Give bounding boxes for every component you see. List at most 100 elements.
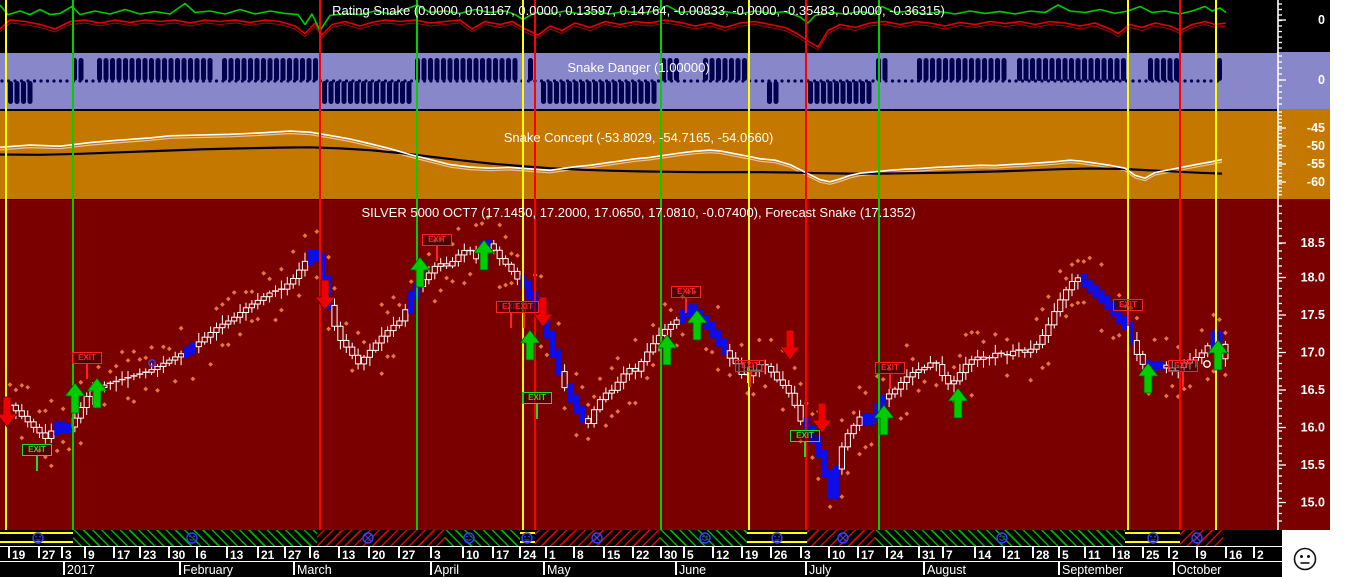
danger-bar-down: [651, 81, 657, 104]
date-label: 3: [434, 548, 441, 562]
candle: [24, 415, 31, 423]
candle: [201, 336, 208, 343]
snake-bar: [821, 450, 828, 478]
danger-bar-up: [876, 58, 881, 81]
date-label: 26: [774, 548, 788, 562]
danger-bar-up: [428, 58, 433, 81]
trend-segment-flat: [747, 530, 807, 546]
candle: [496, 249, 503, 260]
danger-bar-down: [586, 81, 592, 104]
price-plot[interactable]: [0, 200, 1277, 530]
danger-bar-up: [188, 58, 193, 81]
candle: [284, 283, 291, 290]
candle: [791, 392, 798, 406]
danger-bar-up: [709, 58, 715, 81]
date-label: 21: [1007, 548, 1021, 562]
candle: [1181, 362, 1188, 369]
svg-text:-50: -50: [1307, 139, 1325, 153]
candle: [856, 416, 863, 426]
snake-concept-panel[interactable]: [0, 109, 1277, 199]
candle: [366, 349, 373, 358]
status-smiley-icon[interactable]: [1292, 546, 1318, 572]
candle: [1222, 343, 1229, 360]
candle: [514, 270, 521, 280]
candle: [1074, 277, 1082, 282]
danger-bar-up: [123, 58, 128, 81]
svg-text:16.0: 16.0: [1301, 421, 1325, 435]
circle-marker: [1203, 360, 1211, 368]
trend-face-sad-icon: [32, 532, 44, 544]
danger-bar-up: [882, 58, 888, 81]
rating-snake-plot[interactable]: [0, 0, 1277, 52]
candle: [844, 433, 851, 448]
danger-bar-up: [1036, 58, 1042, 81]
danger-bar-down: [619, 81, 624, 104]
danger-bar-up: [1062, 58, 1068, 81]
danger-bar-up: [235, 58, 240, 81]
date-label: 6: [313, 548, 320, 562]
candle: [956, 372, 963, 382]
snake-bar: [1098, 290, 1105, 304]
danger-bar-down: [328, 81, 334, 104]
candle: [950, 380, 958, 385]
candle: [355, 354, 362, 365]
date-tick: [857, 547, 859, 558]
date-tick: [1253, 547, 1255, 558]
date-label: 21: [261, 548, 275, 562]
forecast-dots: [7, 214, 1228, 510]
snake-bar: [520, 275, 527, 289]
date-label: 12: [716, 548, 730, 562]
month-separator: [430, 562, 432, 575]
snake-bar: [1151, 361, 1158, 372]
danger-bar-down: [21, 81, 26, 104]
date-tick: [1196, 547, 1198, 558]
candle: [260, 296, 267, 301]
snake-bar: [1092, 284, 1099, 299]
svg-text:0: 0: [1318, 73, 1325, 87]
month-label: October: [1177, 563, 1222, 577]
snake-concept-plot[interactable]: [0, 111, 1277, 199]
candle: [732, 357, 739, 365]
date-tick: [918, 547, 920, 558]
candle: [1039, 335, 1046, 345]
snake-bar: [555, 349, 562, 376]
danger-bar-up: [293, 58, 299, 81]
candle: [921, 366, 928, 371]
candle: [242, 307, 250, 313]
date-axis[interactable]: 19 27 3 9 17 23 30 6 13 21 27 6 13 20 27 3 10 17 24 1 8 15 22 3…: [0, 546, 1282, 562]
axis-ticks: 0 0 -45 -50 -55 -60 18.5 18.0 17.5 17.0 16.5 16.0 15…: [1277, 0, 1325, 530]
snake-bar: [691, 304, 698, 318]
svg-text:-55: -55: [1307, 157, 1325, 171]
snake-danger-panel[interactable]: [0, 52, 1277, 109]
candle: [1009, 350, 1017, 357]
candle: [667, 323, 674, 330]
candle: [195, 341, 202, 348]
danger-bar-down: [645, 81, 650, 104]
date-label: 17: [117, 548, 131, 562]
rating-snake-panel[interactable]: [0, 0, 1277, 52]
date-label: 2: [1257, 548, 1264, 562]
trend-segment-down: [807, 530, 875, 546]
candle: [992, 352, 999, 359]
month-separator: [1173, 562, 1175, 575]
candle: [661, 328, 668, 336]
candle: [1198, 352, 1205, 358]
candle: [160, 362, 167, 367]
value-axis[interactable]: 0 0 -45 -50 -55 -60 18.5 18.0 17.5 17.0 16.5 16.0 15…: [1277, 0, 1330, 530]
snake-bar: [414, 282, 421, 299]
candle: [437, 263, 444, 267]
price-panel[interactable]: [0, 199, 1277, 530]
candle: [231, 316, 238, 322]
danger-bar-up: [1049, 58, 1055, 81]
date-label: 27: [288, 548, 302, 562]
danger-bar-up: [949, 58, 955, 81]
candle: [1192, 356, 1200, 361]
snake-danger-plot[interactable]: [0, 53, 1277, 109]
candle: [225, 320, 232, 325]
trend-segment-up: [445, 530, 520, 546]
date-tick: [741, 547, 743, 558]
date-tick: [196, 547, 198, 558]
snake-bar: [815, 435, 822, 459]
date-tick: [462, 547, 464, 558]
month-axis[interactable]: 2017 February March April May June July August S…: [0, 561, 1282, 577]
